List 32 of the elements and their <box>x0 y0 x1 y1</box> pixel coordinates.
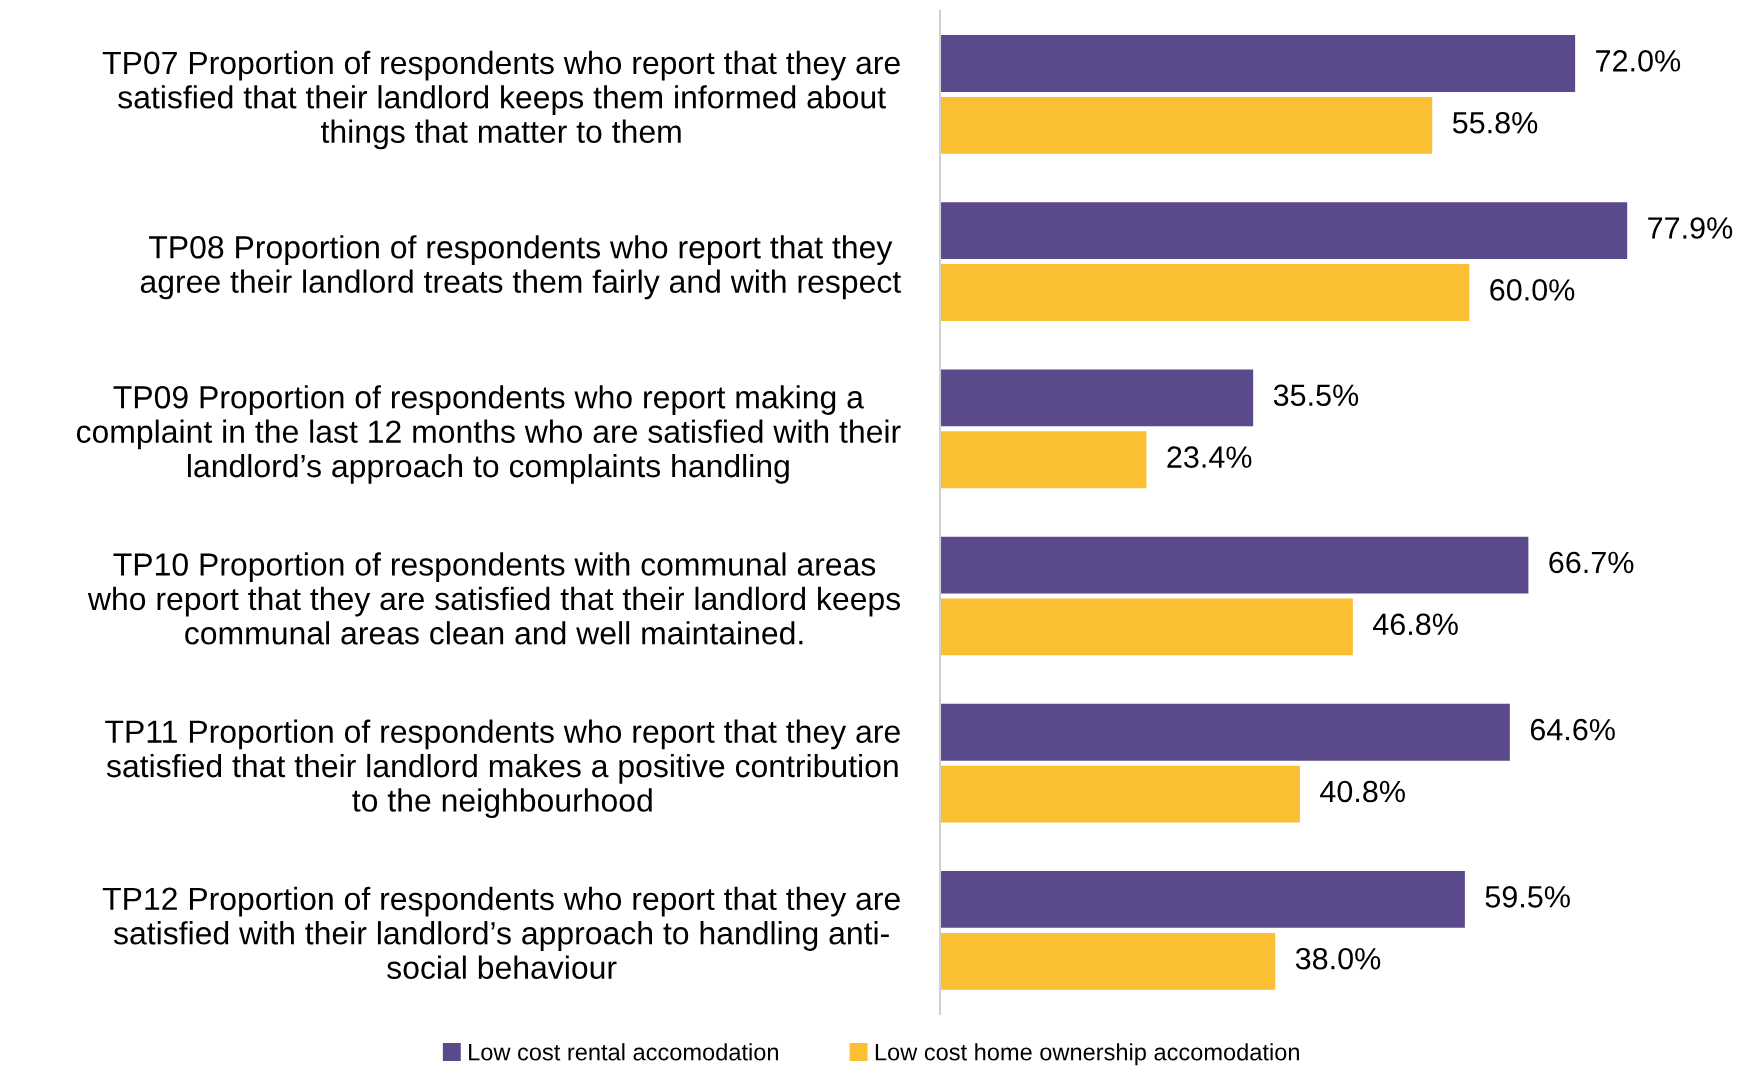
data-label: 46.8% <box>1372 613 1458 636</box>
y-tick-label: TP08 Proportion of respondents who report that they agree their landlord treats them fairly and with respect <box>140 235 901 300</box>
data-label: 64.6% <box>1530 718 1615 741</box>
data-label: 23.4% <box>1167 446 1252 468</box>
bar <box>940 264 1470 321</box>
y-tick-label: TP07 Proportion of respondents who report that they are satisfied that their landlord keeps them informed about things that matter to them <box>102 50 900 150</box>
y-tick-label: TP12 Proportion of respondents who report that they are satisfied with their landlord’s approach to handling anti- social behaviour <box>102 886 900 979</box>
data-label: 60.0% <box>1490 279 1575 301</box>
bar <box>940 369 1254 427</box>
data-label: 66.7% <box>1549 551 1634 574</box>
bar <box>940 536 1529 594</box>
bar <box>940 431 1147 489</box>
bar <box>940 202 1628 260</box>
bar <box>940 35 1576 92</box>
data-label: 55.8% <box>1452 111 1538 134</box>
data-label: 77.9% <box>1648 217 1733 239</box>
data-label: 40.8% <box>1320 780 1405 803</box>
data-label: 72.0% <box>1596 50 1681 72</box>
data-label: 35.5% <box>1273 384 1359 407</box>
legend-label: Low cost home ownership accomodation <box>875 1043 1299 1066</box>
data-label: 38.0% <box>1295 947 1381 970</box>
bar <box>940 96 1433 154</box>
bar <box>940 932 1276 990</box>
y-tick-label: TP11 Proportion of respondents who report that they are satisfied that their landlord makes a positive contribution to the neighbourhood <box>105 719 900 819</box>
bar <box>940 598 1353 656</box>
bar <box>940 703 1510 761</box>
data-label: 59.5% <box>1485 886 1570 908</box>
bar <box>940 765 1300 823</box>
legend-label: Low cost rental accomodation <box>469 1043 778 1061</box>
y-tick-label: TP10 Proportion of respondents with communal areas who report that they are satisfied that their landlord keeps communal areas clean and well maintained. <box>87 552 901 645</box>
bar <box>940 871 1465 928</box>
y-tick-label: TP09 Proportion of respondents who report making a complaint in the last 12 months who are satisfied with their landlord’s approach to complaints handling <box>76 385 901 484</box>
